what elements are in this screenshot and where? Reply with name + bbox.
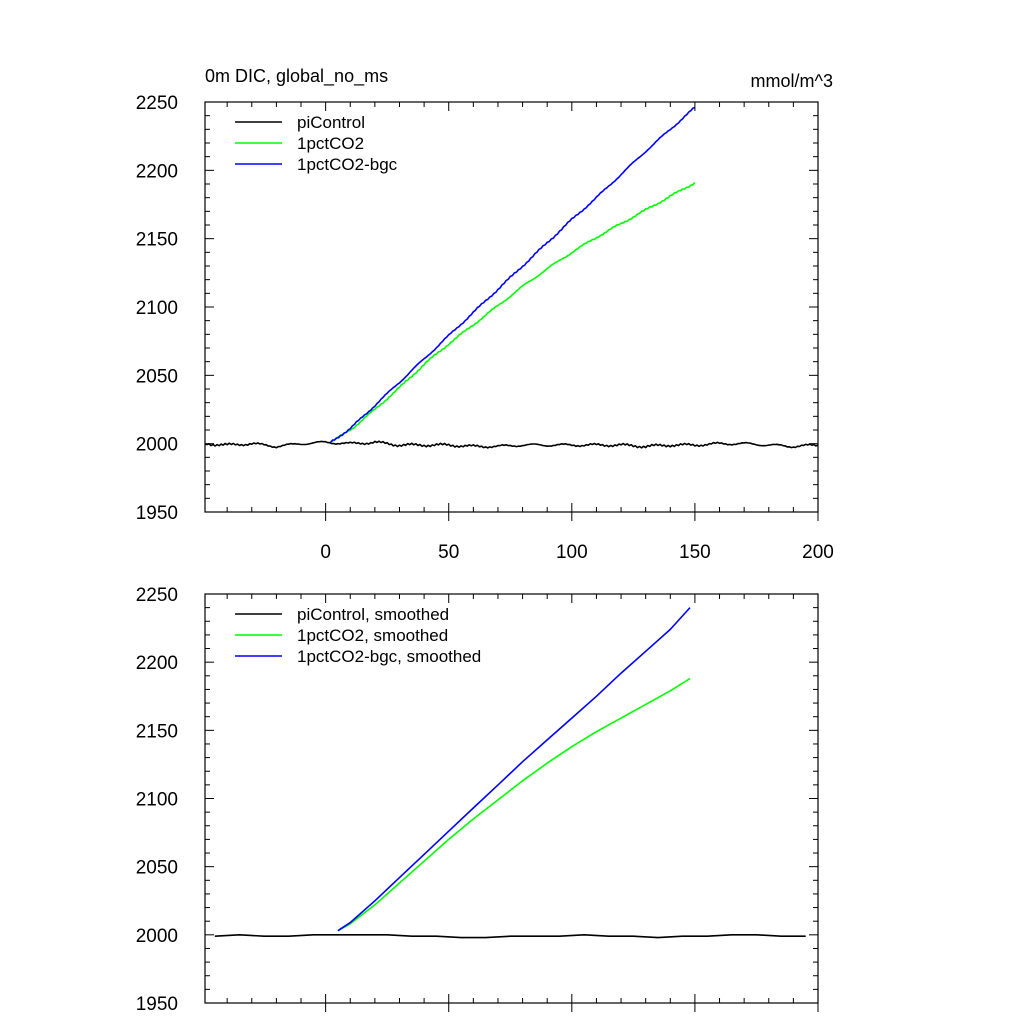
- y-tick-label: 2100: [136, 790, 178, 811]
- y-tick-label: 2250: [136, 585, 178, 606]
- y-tick-label: 1950: [136, 994, 178, 1015]
- series-line-0: [214, 934, 806, 939]
- legend-label-1: 1pctCO2, smoothed: [297, 626, 448, 645]
- series-line-1: [337, 677, 691, 932]
- x-tick-label: 150: [679, 542, 711, 563]
- y-tick-label: 2000: [136, 435, 178, 456]
- legend-label-1: 1pctCO2: [297, 134, 364, 153]
- x-tick-label: 200: [802, 542, 834, 563]
- legend-label-0: piControl: [297, 113, 365, 132]
- y-tick-label: 2100: [136, 298, 178, 319]
- series-line-2: [329, 106, 696, 443]
- units-label: mmol/m^3: [751, 71, 833, 91]
- y-tick-label: 2050: [136, 366, 178, 387]
- x-tick-label: 100: [556, 542, 588, 563]
- legend-label-0: piControl, smoothed: [297, 605, 449, 624]
- y-tick-label: 2050: [136, 858, 178, 879]
- x-tick-label: 50: [438, 542, 459, 563]
- y-tick-label: 2150: [136, 721, 178, 742]
- y-tick-label: 2000: [136, 926, 178, 947]
- y-tick-label: 2200: [136, 161, 178, 182]
- series-line-1: [330, 182, 696, 443]
- chart-title: 0m DIC, global_no_ms: [205, 66, 388, 87]
- legend-label-2: 1pctCO2-bgc, smoothed: [297, 647, 481, 666]
- series-line-2: [337, 607, 691, 932]
- panel-top: 0m DIC, global_no_ms mmol/m^3 1950200020…: [136, 66, 834, 563]
- series-line-0: [204, 440, 819, 449]
- y-tick-label: 2150: [136, 230, 178, 251]
- y-tick-label: 2200: [136, 653, 178, 674]
- panel-bottom: 1950 2000 2050 2100 2150 2200 2250 piControl, s…: [136, 585, 819, 1015]
- x-tick-label: 0: [320, 542, 331, 563]
- y-tick-label: 1950: [136, 503, 178, 524]
- legend-label-2: 1pctCO2-bgc: [297, 155, 398, 174]
- y-tick-label: 2250: [136, 93, 178, 114]
